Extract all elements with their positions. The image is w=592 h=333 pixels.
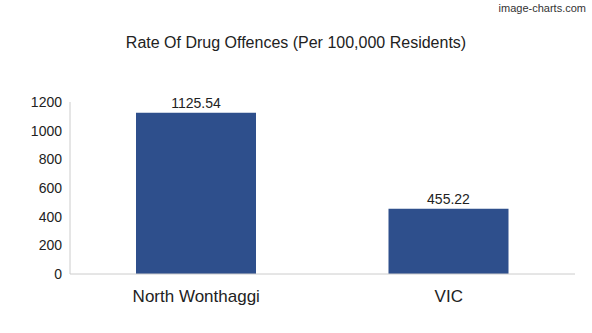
svg-text:0: 0	[54, 266, 62, 282]
svg-text:1200: 1200	[31, 94, 62, 110]
svg-text:North Wonthaggi: North Wonthaggi	[133, 287, 260, 306]
html-text:image-charts.com: image-charts.com	[498, 2, 586, 14]
svg-text:800: 800	[39, 151, 63, 167]
html-text:Rate Of Drug Offences (Per 100: Rate Of Drug Offences (Per 100,000 Resid…	[125, 34, 467, 51]
svg-text:1125.54: 1125.54	[171, 95, 221, 111]
svg-text:400: 400	[39, 209, 63, 225]
svg-text:1000: 1000	[31, 123, 62, 139]
svg-text:200: 200	[39, 237, 63, 253]
svg-text:455.22: 455.22	[427, 191, 470, 207]
svg-text:VIC: VIC	[435, 287, 463, 306]
svg-text:600: 600	[39, 180, 63, 196]
